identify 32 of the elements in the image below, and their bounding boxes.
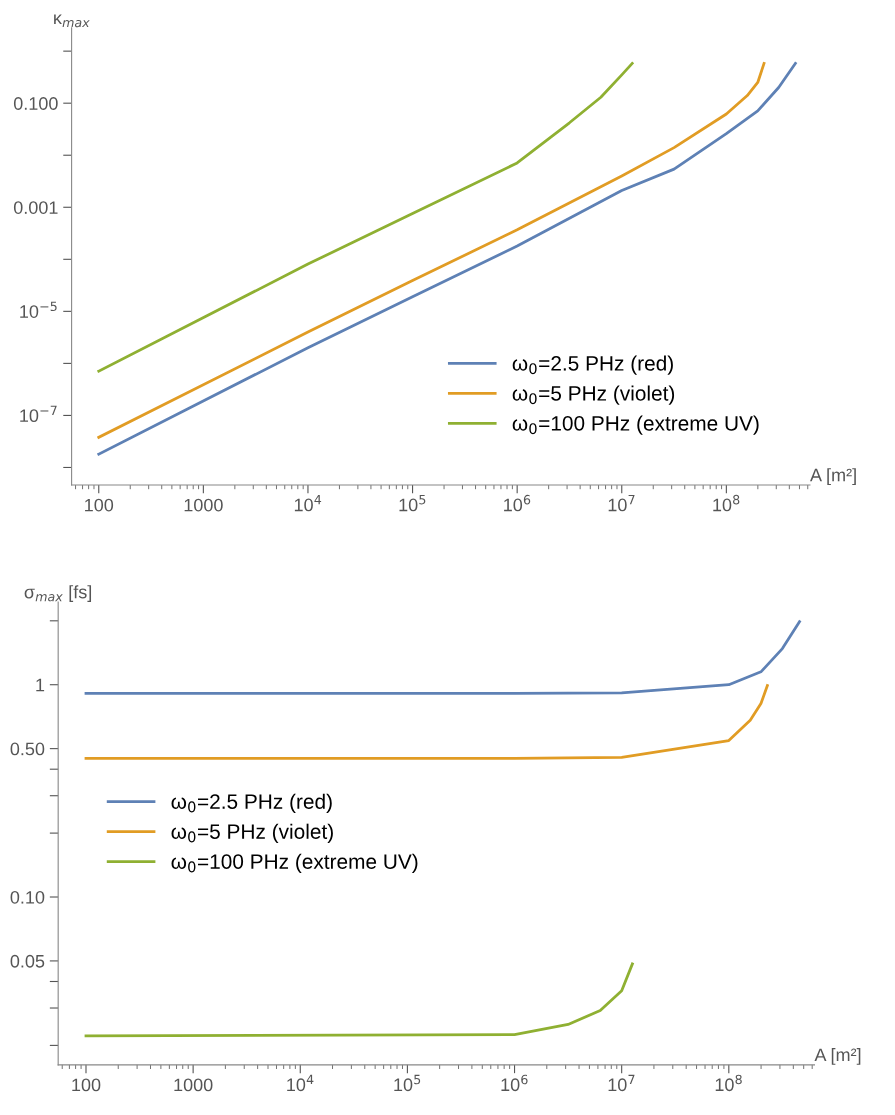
x-tick-label: 10$^{8}$	[715, 1074, 742, 1092]
x-axis-title: A [m²]	[810, 468, 856, 486]
y-tick-label: 0.05	[10, 954, 45, 968]
x-tick-label: 10$^{5}$	[399, 495, 426, 512]
x-tick-label: 10$^{6}$	[501, 1074, 528, 1092]
legend-label: ω$_{0}$=5 PHz (violet)	[171, 823, 333, 844]
x-tick-label: 10$^{4}$	[294, 495, 322, 512]
x-tick-label: 10$^{4}$	[287, 1074, 314, 1092]
legend-label: ω$_{0}$=2.5 PHz (red)	[512, 355, 673, 375]
x-tick-label: 100	[85, 498, 114, 512]
legend-label: ω$_{0}$=100 PHz (extreme UV)	[171, 853, 418, 874]
x-tick-label: 1000	[174, 1078, 213, 1092]
y-tick-label: 10$^{−7}$	[20, 405, 57, 423]
x-tick-label: 10$^{7}$	[608, 495, 635, 512]
legend-label: ω$_{0}$=5 PHz (violet)	[512, 385, 675, 405]
x-tick-label: 1000	[184, 498, 223, 512]
legend-label: ω$_{0}$=100 PHz (extreme UV)	[512, 415, 759, 435]
x-tick-label: 10$^{6}$	[504, 494, 531, 512]
y-tick-label: 0.50	[10, 742, 45, 756]
y-tick-label: 0.10	[10, 890, 45, 904]
y-tick-label: 10$^{−5}$	[20, 301, 57, 318]
x-tick-label: 10$^{5}$	[394, 1074, 421, 1092]
x-tick-label: 100	[72, 1078, 101, 1092]
x-axis-title: A [m²]	[814, 1047, 861, 1065]
y-axis-title: κ$_{max}$	[54, 14, 90, 28]
y-axis-title: σ$_{max}$ [fs]	[24, 585, 92, 602]
y-tick-label: 1	[36, 678, 45, 692]
legend-label: ω$_{0}$=2.5 PHz (red)	[171, 793, 332, 814]
x-tick-label: 10$^{7}$	[608, 1074, 635, 1092]
y-tick-label: 0.001	[13, 201, 58, 214]
x-tick-label: 10$^{8}$	[713, 494, 740, 512]
y-tick-label: 0.100	[13, 97, 58, 110]
